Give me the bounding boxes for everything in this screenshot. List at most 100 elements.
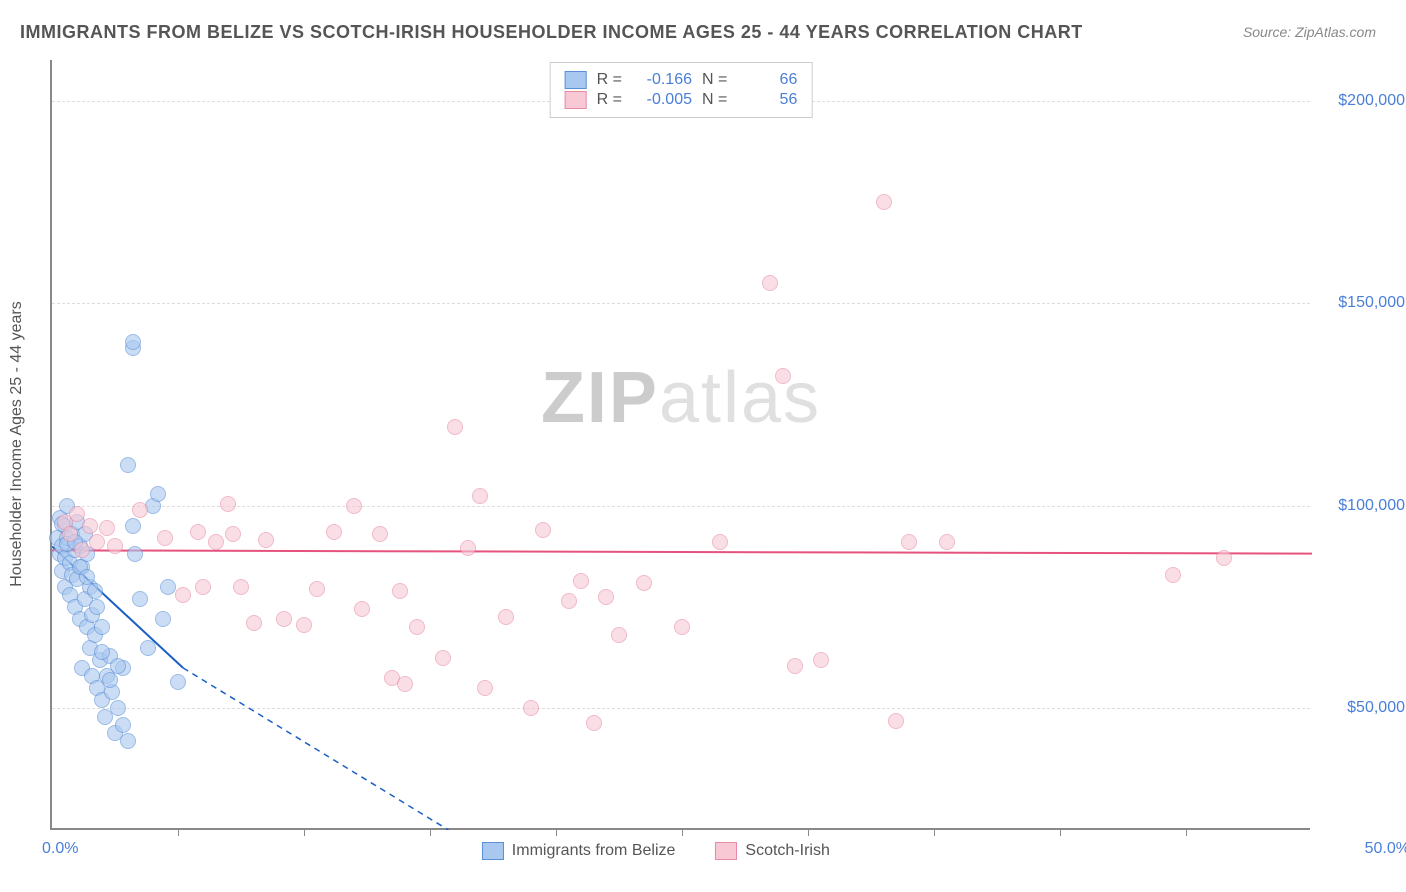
scatter-point	[876, 194, 892, 210]
scatter-point	[102, 672, 118, 688]
scatter-point	[813, 652, 829, 668]
scatter-point	[477, 680, 493, 696]
scatter-point	[150, 486, 166, 502]
chart-title: IMMIGRANTS FROM BELIZE VS SCOTCH-IRISH H…	[20, 22, 1083, 43]
x-axis-min-label: 0.0%	[42, 840, 78, 858]
r-label: R =	[597, 91, 622, 109]
correlation-legend: R = -0.166 N = 66 R = -0.005 N = 56	[550, 62, 813, 118]
x-tick	[808, 828, 809, 836]
scatter-point	[397, 676, 413, 692]
scatter-point	[674, 619, 690, 635]
scatter-point	[157, 530, 173, 546]
scatter-point	[787, 658, 803, 674]
scatter-point	[110, 700, 126, 716]
scatter-point	[89, 534, 105, 550]
scatter-point	[89, 599, 105, 615]
x-axis-max-label: 50.0%	[1365, 840, 1406, 858]
scatter-point	[372, 526, 388, 542]
scatter-point	[354, 601, 370, 617]
r-label: R =	[597, 71, 622, 89]
scatter-point	[561, 593, 577, 609]
scatter-point	[82, 518, 98, 534]
scatter-point	[775, 368, 791, 384]
scatter-point	[125, 518, 141, 534]
scatter-point	[99, 520, 115, 536]
x-tick	[304, 828, 305, 836]
scatter-point	[140, 640, 156, 656]
chart-plot-area: ZIPatlas $50,000$100,000$150,000$200,000…	[50, 60, 1310, 830]
gridline	[52, 303, 1310, 304]
scatter-point	[573, 573, 589, 589]
scatter-point	[276, 611, 292, 627]
scatter-point	[132, 502, 148, 518]
scatter-point	[258, 532, 274, 548]
scatter-point	[233, 579, 249, 595]
y-tick-label: $200,000	[1338, 92, 1405, 110]
scatter-point	[115, 717, 131, 733]
x-tick	[934, 828, 935, 836]
scatter-point	[175, 587, 191, 603]
x-tick	[178, 828, 179, 836]
x-tick	[1060, 828, 1061, 836]
scatter-point	[901, 534, 917, 550]
scatter-point	[225, 526, 241, 542]
scatter-point	[712, 534, 728, 550]
scatter-point	[326, 524, 342, 540]
n-value-1: 56	[737, 91, 797, 109]
scatter-point	[346, 498, 362, 514]
scatter-point	[94, 619, 110, 635]
scatter-point	[460, 540, 476, 556]
scatter-point	[87, 583, 103, 599]
legend-item-0: Immigrants from Belize	[482, 842, 676, 860]
y-tick-label: $50,000	[1347, 699, 1405, 717]
watermark-atlas: atlas	[659, 358, 821, 438]
n-value-0: 66	[737, 71, 797, 89]
scatter-point	[472, 488, 488, 504]
legend-label-0: Immigrants from Belize	[512, 842, 676, 860]
scatter-point	[409, 619, 425, 635]
r-value-0: -0.166	[632, 71, 692, 89]
x-tick	[682, 828, 683, 836]
corr-row-series-1: R = -0.005 N = 56	[565, 91, 798, 109]
scatter-point	[392, 583, 408, 599]
scatter-point	[195, 579, 211, 595]
y-tick-label: $150,000	[1338, 294, 1405, 312]
x-tick	[556, 828, 557, 836]
source-attribution: Source: ZipAtlas.com	[1243, 24, 1376, 40]
gridline	[52, 506, 1310, 507]
scatter-point	[155, 611, 171, 627]
scatter-point	[160, 579, 176, 595]
trendlines-svg	[52, 60, 1312, 830]
x-tick	[430, 828, 431, 836]
scatter-point	[498, 609, 514, 625]
scatter-point	[120, 733, 136, 749]
scatter-point	[246, 615, 262, 631]
scatter-point	[120, 457, 136, 473]
scatter-point	[523, 700, 539, 716]
scatter-point	[190, 524, 206, 540]
scatter-point	[1165, 567, 1181, 583]
scatter-point	[586, 715, 602, 731]
scatter-point	[447, 419, 463, 435]
scatter-point	[107, 538, 123, 554]
scatter-point	[94, 644, 110, 660]
swatch-series-0	[565, 71, 587, 89]
scatter-point	[309, 581, 325, 597]
scatter-point	[127, 546, 143, 562]
scatter-point	[125, 334, 141, 350]
legend-label-1: Scotch-Irish	[745, 842, 829, 860]
scatter-point	[611, 627, 627, 643]
scatter-point	[939, 534, 955, 550]
scatter-point	[69, 506, 85, 522]
scatter-point	[535, 522, 551, 538]
y-tick-label: $100,000	[1338, 497, 1405, 515]
scatter-point	[62, 526, 78, 542]
scatter-point	[636, 575, 652, 591]
n-label: N =	[702, 91, 727, 109]
scatter-point	[110, 658, 126, 674]
r-value-1: -0.005	[632, 91, 692, 109]
gridline	[52, 708, 1310, 709]
watermark-zip: ZIP	[541, 358, 659, 438]
corr-row-series-0: R = -0.166 N = 66	[565, 71, 798, 89]
scatter-point	[208, 534, 224, 550]
